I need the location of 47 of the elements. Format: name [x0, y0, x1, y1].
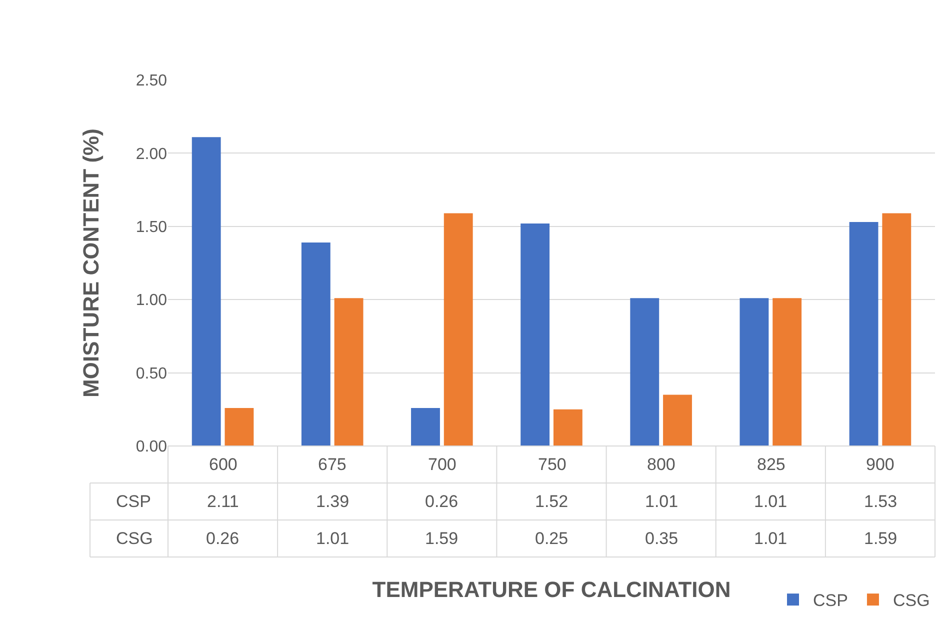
bar [663, 394, 692, 446]
text: CSG [116, 529, 153, 548]
bar [334, 298, 364, 446]
bar [630, 298, 660, 446]
y-tick-label: 0.00 [136, 438, 168, 456]
data-label: 1.52 [535, 492, 568, 511]
x-tick-label: 900 [866, 455, 894, 474]
data-label: 1.01 [754, 492, 788, 511]
legend-label: CSP [813, 591, 848, 610]
x-tick-label: 800 [647, 455, 676, 474]
bar [301, 242, 330, 446]
data-label: 1.59 [425, 529, 458, 548]
bar [553, 409, 582, 446]
data-label: 1.53 [864, 492, 898, 511]
x-axis-title: TEMPERATURE OF CALCINATION [372, 576, 731, 602]
data-label: 2.11 [207, 492, 239, 511]
x-tick-label: 675 [318, 455, 346, 474]
bar [882, 213, 912, 446]
data-label: 0.26 [425, 492, 458, 511]
data-label: 0.35 [645, 529, 678, 548]
y-tick-label: 2.00 [136, 146, 168, 163]
data-label: 1.01 [316, 529, 350, 548]
data-label: 0.26 [206, 529, 240, 548]
data-label: 1.01 [754, 529, 788, 548]
bar [224, 408, 254, 446]
legend-label: CSG [892, 591, 930, 610]
bar [411, 408, 440, 446]
y-axis-title: MOISTURE CONTENT (%) [78, 128, 104, 398]
data-label: 1.59 [864, 529, 898, 548]
x-tick-label: 700 [428, 455, 456, 474]
x-tick-label: 825 [757, 455, 786, 474]
bar [849, 222, 878, 446]
data-label: 1.01 [645, 492, 678, 511]
y-tick-label: 0.50 [136, 365, 168, 382]
data-label: 0.25 [535, 529, 568, 548]
x-tick-label: 600 [209, 455, 238, 474]
y-tick-label: 2.50 [136, 72, 168, 90]
y-tick-label: 1.50 [136, 219, 168, 236]
data-label: 1.39 [316, 492, 350, 511]
bar [772, 298, 802, 446]
bar [444, 213, 473, 446]
bar [520, 223, 550, 446]
y-tick-label: 1.00 [136, 292, 168, 310]
bar [740, 298, 769, 446]
x-tick-label: 750 [538, 455, 566, 474]
bar [192, 137, 221, 446]
text: CSP [116, 492, 151, 511]
